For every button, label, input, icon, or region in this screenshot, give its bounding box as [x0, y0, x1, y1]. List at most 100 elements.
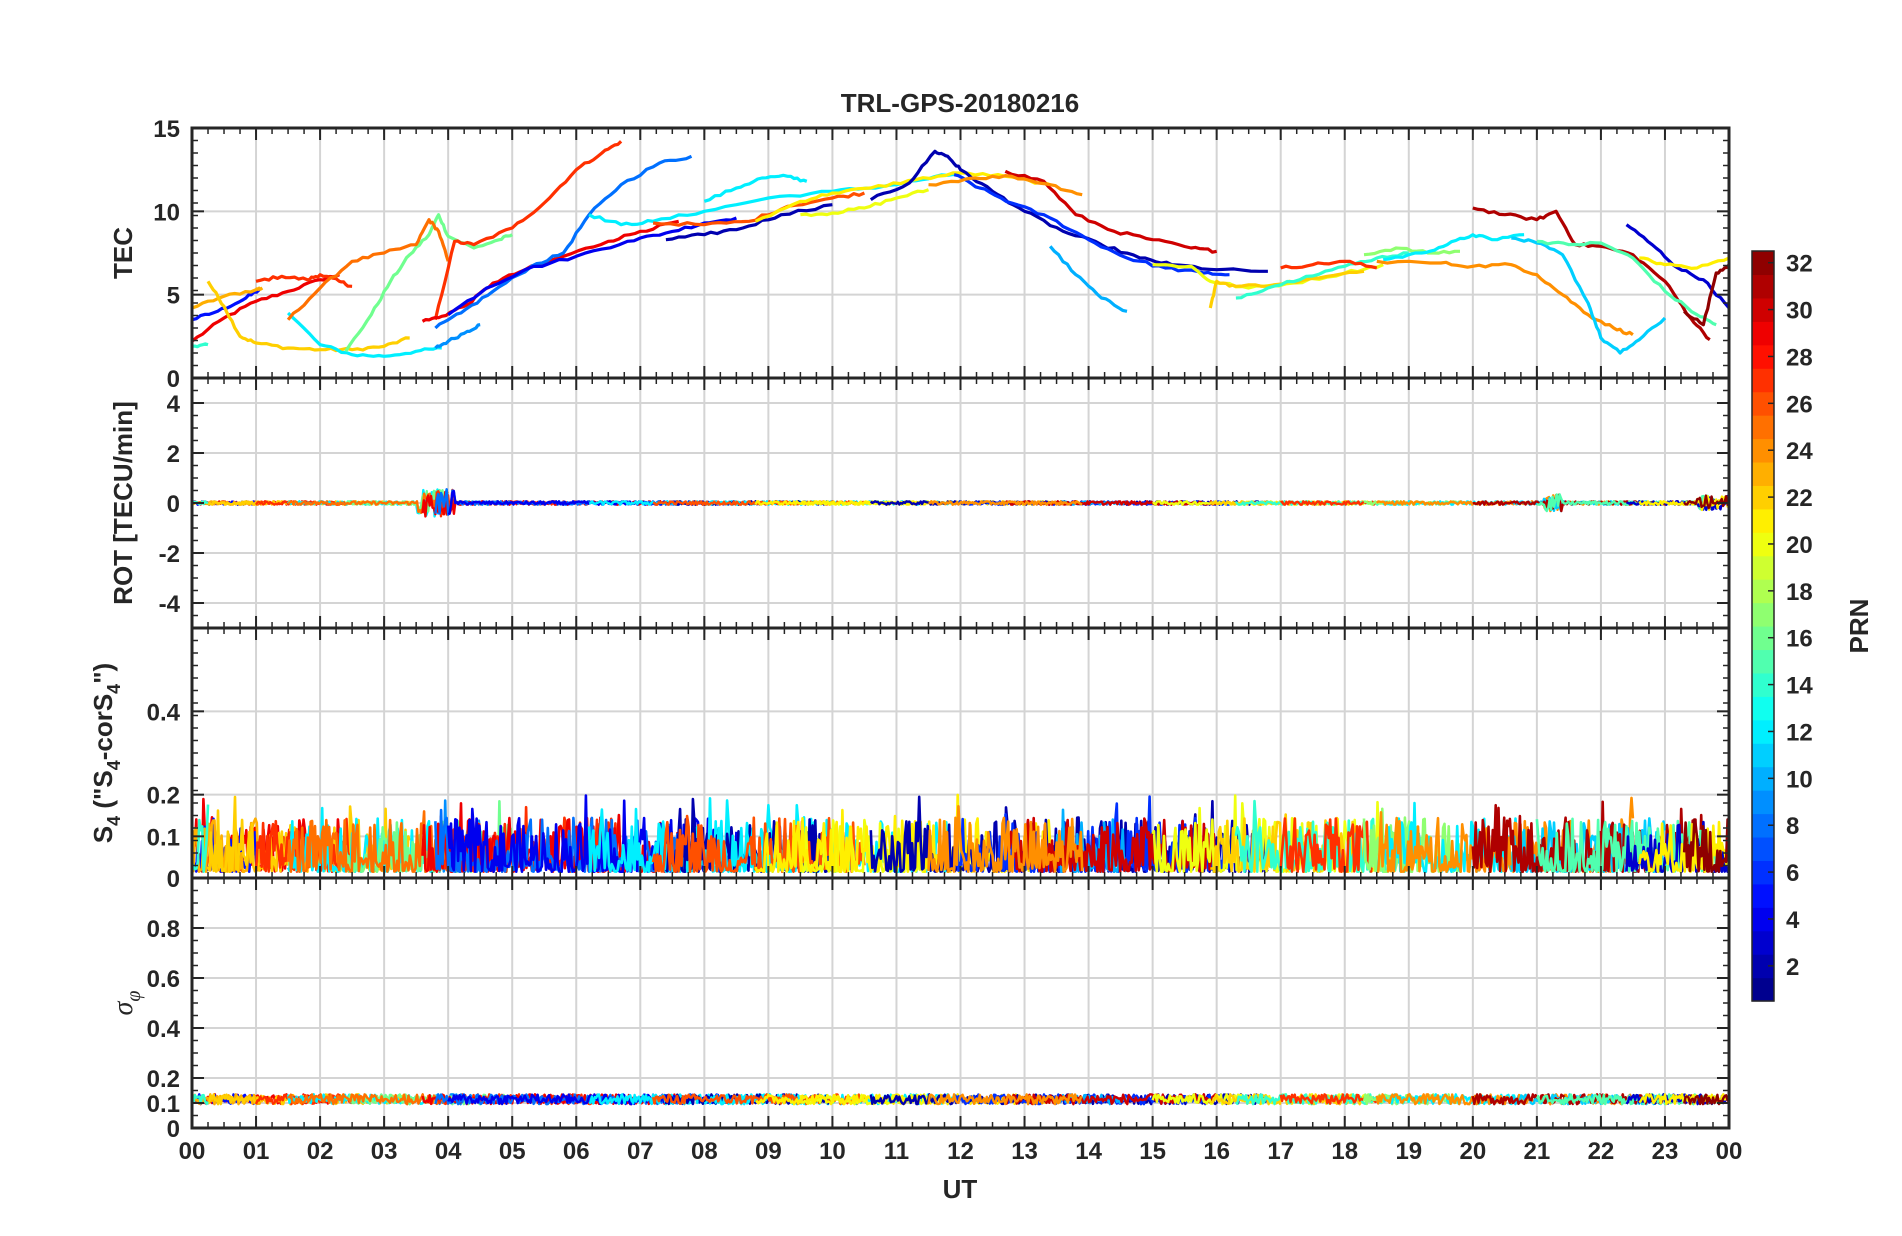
tec-series-prn-2 — [665, 203, 833, 242]
sigma-series-prn-25 — [287, 1093, 450, 1106]
rot-y-tick-label: -4 — [159, 591, 181, 618]
tec-grid — [191, 127, 1730, 379]
s4-series-prn-25 — [286, 810, 450, 874]
colorbar-cell-prn-29 — [1752, 321, 1774, 346]
rot-y-tick-label: 0 — [167, 491, 180, 518]
x-tick-labels: 00 01 02 03 04 05 06 07 08 09 10 11 12 13 14 15 16 17 18 19… — [179, 1138, 1743, 1165]
colorbar-cell-prn-12 — [1752, 719, 1774, 744]
sigma-series-prn-27 — [1279, 1093, 1378, 1105]
x-tick-label: 02 — [307, 1138, 334, 1165]
colorbar-cell-prn-27 — [1752, 368, 1774, 393]
s4-series — [192, 793, 1729, 874]
sigma-series-prn-26 — [651, 1093, 866, 1106]
colorbar-cell-prn-17 — [1752, 602, 1774, 627]
chart-title: TRL-GPS-20180216 — [841, 88, 1079, 118]
tec-series-prn-4 — [447, 216, 737, 316]
x-tick-label: 00 — [1716, 1138, 1743, 1165]
s4-series-prn-21 — [1638, 820, 1729, 874]
rot-panel: -4 -2 0 2 4 ROT [TECU/min] — [108, 376, 1731, 630]
sigma-y-tick-label: 0 — [167, 1116, 180, 1143]
colorbar-tick-label: 14 — [1786, 673, 1813, 700]
x-tick-label: 10 — [819, 1138, 846, 1165]
sigma-y-tick-label: 0.2 — [147, 1066, 180, 1093]
colorbar-tick-label: 28 — [1786, 344, 1813, 371]
colorbar-tick-label: 2 — [1786, 954, 1799, 981]
x-tick-label: 18 — [1331, 1138, 1358, 1165]
colorbar-cell-prn-9 — [1752, 790, 1774, 815]
x-tick-label: 17 — [1267, 1138, 1294, 1165]
tec-series-prn-24 — [1376, 259, 1634, 336]
tec-series-prn-12 — [703, 173, 808, 203]
colorbar-cell-prn-23 — [1752, 461, 1774, 486]
sigma-y-tick-label: 0.4 — [147, 1016, 181, 1043]
colorbar-tick-label: 22 — [1786, 485, 1813, 512]
colorbar-cell-prn-32 — [1752, 251, 1774, 276]
tec-y-tick-label: 0 — [167, 366, 180, 393]
x-tick-label: 09 — [755, 1138, 782, 1165]
s4-label-mid: ("S — [88, 770, 118, 816]
colorbar-cell-prn-7 — [1752, 836, 1774, 861]
tec-series-prn-14 — [192, 342, 209, 349]
x-tick-label: 08 — [691, 1138, 718, 1165]
s4-label-mid2: -corS — [88, 694, 118, 760]
s4-series-prn-17 — [1362, 807, 1462, 874]
s4-y-tick-label: 0 — [167, 866, 180, 893]
colorbar-tick-label: 6 — [1786, 860, 1799, 887]
rot-y-axis-label: ROT [TECU/min] — [108, 401, 138, 605]
colorbar-tick-label: 20 — [1786, 532, 1813, 559]
x-tick-label: 06 — [563, 1138, 590, 1165]
x-tick-label: 03 — [371, 1138, 398, 1165]
sigma-grid — [191, 878, 1730, 1129]
tec-series-prn-27 — [255, 273, 353, 288]
colorbar-tick-label: 24 — [1786, 438, 1813, 465]
colorbar-cell-prn-4 — [1752, 907, 1774, 932]
colorbar-cell-prn-14 — [1752, 672, 1774, 697]
sigma-y-tick-label: 0.8 — [147, 916, 180, 943]
s4-y-axis-label: S4 ("S4-corS4") — [88, 663, 124, 843]
colorbar-cell-prn-19 — [1752, 555, 1774, 580]
x-tick-label: 01 — [243, 1138, 270, 1165]
colorbar-frame — [1751, 250, 1775, 1002]
tec-series-prn-21 — [754, 171, 1051, 223]
colorbar-tick-label: 18 — [1786, 579, 1813, 606]
s4-series-prn-32 — [1682, 818, 1729, 874]
colorbar-cell-prn-22 — [1752, 485, 1774, 510]
x-axis-label: UT — [943, 1174, 978, 1204]
s4-label-end: ") — [88, 663, 118, 684]
rot-y-tick-label: -2 — [159, 541, 180, 568]
rot-tick-marks — [191, 377, 1730, 629]
tec-series-prn-30 — [1004, 169, 1218, 254]
x-tick-label: 23 — [1652, 1138, 1679, 1165]
colorbar-cell-prn-3 — [1752, 930, 1774, 955]
rot-series — [192, 488, 1729, 518]
sigma-y-tick-label: 0.1 — [147, 1091, 180, 1118]
x-tick-label: 00 — [179, 1138, 206, 1165]
sigma-series-prn-24 — [927, 1093, 1083, 1106]
x-tick-label: 16 — [1203, 1138, 1230, 1165]
tec-series-prn-22 — [1208, 269, 1365, 309]
sigma-label-main: σ — [108, 1000, 139, 1015]
colorbar-cell-prn-18 — [1752, 579, 1774, 604]
tec-series-prn-32 — [1683, 263, 1729, 327]
tec-y-tick-label: 15 — [153, 116, 180, 143]
tec-series-prn-20 — [1152, 263, 1384, 290]
rot-series-prn-32 — [1683, 494, 1729, 510]
tec-y-axis-label: TEC — [108, 227, 138, 279]
colorbar-cell-prn-24 — [1752, 438, 1774, 463]
s4-y-tick-label: 0.4 — [147, 699, 181, 726]
colorbar-tick-label: 10 — [1786, 766, 1813, 793]
tec-series-prn-24 — [928, 174, 1083, 197]
colorbar-tick-label: 8 — [1786, 813, 1799, 840]
x-tick-label: 21 — [1524, 1138, 1551, 1165]
colorbar-tick-label: 32 — [1786, 251, 1813, 278]
colorbar-tick-label: 12 — [1786, 719, 1813, 746]
s4-label-sub1: 4 — [104, 816, 124, 826]
sigma-tick-marks — [191, 877, 1730, 1129]
colorbar-cell-prn-1 — [1752, 977, 1774, 1002]
colorbar-cell-prn-5 — [1752, 883, 1774, 908]
colorbar-cell-prn-20 — [1752, 532, 1774, 557]
tec-series-prn-5 — [192, 288, 261, 322]
rot-series-prn-27 — [1280, 500, 1378, 506]
sigma-label-sub: φ — [123, 991, 145, 1002]
